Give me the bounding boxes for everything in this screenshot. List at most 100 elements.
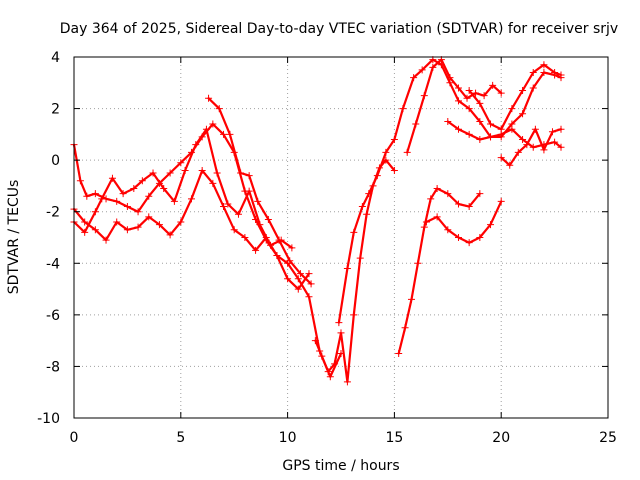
data-point <box>373 172 381 180</box>
plot-frame <box>73 56 609 419</box>
data-point <box>102 236 110 244</box>
data-point <box>318 352 326 360</box>
data-point <box>296 270 304 278</box>
data-point <box>487 133 495 141</box>
data-point <box>465 105 473 113</box>
data-point <box>98 195 106 203</box>
data-point <box>519 110 527 118</box>
chart-title: Day 364 of 2025, Sidereal Day-to-day VTE… <box>60 21 618 37</box>
data-point <box>540 61 548 69</box>
data-point <box>454 200 462 208</box>
data-point <box>337 329 345 337</box>
grid-lines <box>74 57 608 418</box>
data-point <box>91 226 99 234</box>
data-point <box>245 172 253 180</box>
data-point <box>288 244 296 252</box>
data-point <box>429 63 437 71</box>
data-point <box>465 239 473 247</box>
data-point <box>497 89 505 97</box>
data-point <box>335 319 343 327</box>
data-point <box>480 92 488 100</box>
x-tick-label: 0 <box>70 430 79 446</box>
x-tick-label: 5 <box>176 430 185 446</box>
data-point <box>130 185 138 193</box>
data-point <box>76 177 84 185</box>
data-point <box>420 92 428 100</box>
data-point <box>202 125 210 133</box>
data-point <box>149 169 157 177</box>
data-point <box>181 166 189 174</box>
data-point <box>155 221 163 229</box>
data-point <box>523 141 531 149</box>
data-point <box>365 190 373 198</box>
data-point <box>497 197 505 205</box>
data-point <box>160 185 168 193</box>
data-point <box>343 378 351 386</box>
data-point <box>412 120 420 128</box>
data-point <box>326 373 334 381</box>
data-point <box>514 148 522 156</box>
series-line <box>406 58 503 154</box>
data-point <box>508 125 516 133</box>
x-axis-label: GPS time / hours <box>282 458 399 474</box>
data-point <box>256 221 264 229</box>
data-point <box>220 130 228 138</box>
x-tick-label: 10 <box>279 430 297 446</box>
data-point <box>209 179 217 187</box>
data-point <box>119 190 127 198</box>
data-point <box>399 105 407 113</box>
data-point <box>166 169 174 177</box>
data-point <box>343 264 351 272</box>
data-point <box>487 221 495 229</box>
data-point <box>407 295 415 303</box>
y-tick-label: 4 <box>51 50 60 66</box>
data-point <box>529 68 537 76</box>
y-tick-label: -2 <box>46 205 60 221</box>
x-tick-label: 20 <box>492 430 510 446</box>
data-point <box>83 192 91 200</box>
data-series <box>70 56 565 386</box>
data-point <box>145 213 153 221</box>
data-point <box>286 257 294 265</box>
data-point <box>192 141 200 149</box>
series-9 <box>403 56 505 156</box>
data-point <box>551 138 559 146</box>
data-point <box>245 187 253 195</box>
data-point <box>177 159 185 167</box>
data-point <box>91 208 99 216</box>
data-point <box>444 117 452 125</box>
data-point <box>454 125 462 133</box>
data-point <box>422 218 430 226</box>
data-point <box>234 210 242 218</box>
axis-ticks: 0 5 10 15 20 25 -10 -8 -6 -4 -2 0 2 4 <box>37 50 617 446</box>
data-point <box>465 87 473 95</box>
data-point <box>476 99 484 107</box>
data-point <box>230 226 238 234</box>
data-point <box>311 337 319 345</box>
data-point <box>215 105 223 113</box>
data-point <box>356 254 364 262</box>
data-point <box>123 226 131 234</box>
data-point <box>444 190 452 198</box>
data-point <box>138 177 146 185</box>
data-point <box>187 195 195 203</box>
data-point <box>463 94 471 102</box>
data-point <box>551 68 559 76</box>
data-point <box>307 280 315 288</box>
data-point <box>506 161 514 169</box>
data-point <box>433 213 441 221</box>
data-point <box>390 136 398 144</box>
data-point <box>557 71 565 79</box>
y-axis-label: SDTVAR / TECUs <box>6 180 22 295</box>
data-point <box>81 218 89 226</box>
data-point <box>476 190 484 198</box>
data-point <box>557 125 565 133</box>
data-point <box>294 275 302 283</box>
x-tick-label: 25 <box>599 430 617 446</box>
data-point <box>508 105 516 113</box>
data-point <box>91 190 99 198</box>
x-tick-label: 15 <box>385 430 403 446</box>
data-point <box>170 197 178 205</box>
data-point <box>294 285 302 293</box>
data-point <box>363 210 371 218</box>
